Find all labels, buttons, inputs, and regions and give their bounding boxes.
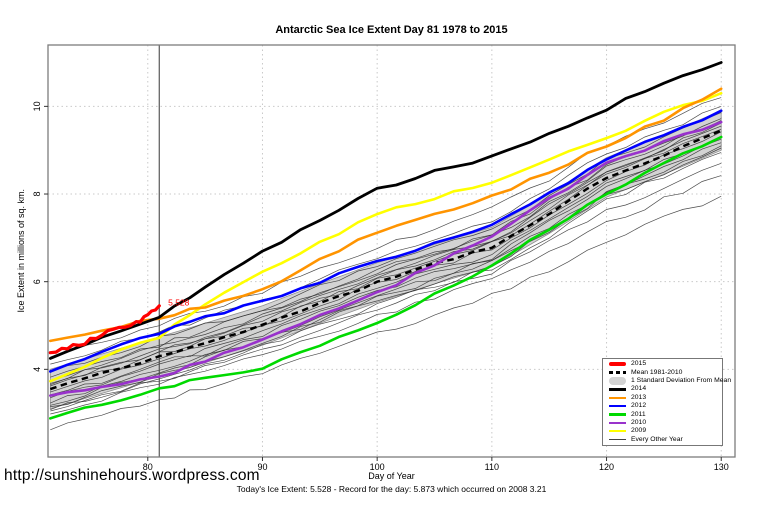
legend-swatch-every-other-year [609,439,626,441]
legend-item: 2011 [609,411,722,419]
legend-label: Mean 1981-2010 [631,368,683,376]
x-tick-label: 90 [257,462,267,472]
x-axis-label: Day of Year [368,471,415,481]
legend-swatch-2014 [609,388,626,391]
y-tick-label: 6 [32,279,42,284]
legend-item: 2009 [609,427,722,435]
legend-label: 2013 [631,393,647,401]
legend-item: 2012 [609,402,722,410]
legend-item: 2014 [609,385,722,393]
legend-swatch-2011 [609,413,626,416]
legend-item: 2010 [609,419,722,427]
legend-label: 2015 [631,360,647,368]
x-tick-label: 80 [143,462,153,472]
legend-item: 2013 [609,394,722,402]
legend-item: 1 Standard Deviation From Mean [609,377,731,386]
legend-box: 2015 Mean 1981-2010 1 Standard Deviation F… [602,358,731,446]
status-text: Today's Ice Extent: 5.528 - Record for t… [236,484,547,494]
legend-swatch-2009 [609,429,626,433]
legend-swatch-1-standard-deviation-from-mean [609,377,626,386]
legend-swatch-2010 [609,421,626,425]
legend-label: 2011 [631,410,646,418]
today-value-annotation: 5.528 [168,298,190,308]
y-tick-label: 10 [32,101,42,111]
legend-label: 2010 [631,418,647,426]
x-tick-label: 120 [599,462,614,472]
x-tick-label: 100 [370,462,385,472]
legend-item: Every Other Year [609,436,722,444]
y-tick-label: 8 [32,192,42,197]
site-url-text: http://sunshinehours.wordpress.com [4,467,260,484]
legend-label: 2014 [631,385,647,393]
legend-swatch-2013 [609,396,626,400]
legend-label: 2009 [631,427,647,435]
legend-label: 1 Standard Deviation From Mean [631,377,732,385]
legend-item: 2015 [609,360,722,368]
page-title: Antarctic Sea Ice Extent Day 81 1978 to … [275,24,508,36]
x-tick-label: 130 [714,462,729,472]
legend-label: 2012 [631,402,647,410]
legend-swatch-2015 [609,362,626,367]
legend-swatch-2012 [609,404,626,408]
x-tick-label: 110 [485,462,499,472]
y-tick-label: 4 [32,367,42,372]
legend-item: Mean 1981-2010 [609,369,722,377]
legend-swatch-mean-1981-2010 [609,371,626,375]
legend-label: Every Other Year [631,435,683,443]
